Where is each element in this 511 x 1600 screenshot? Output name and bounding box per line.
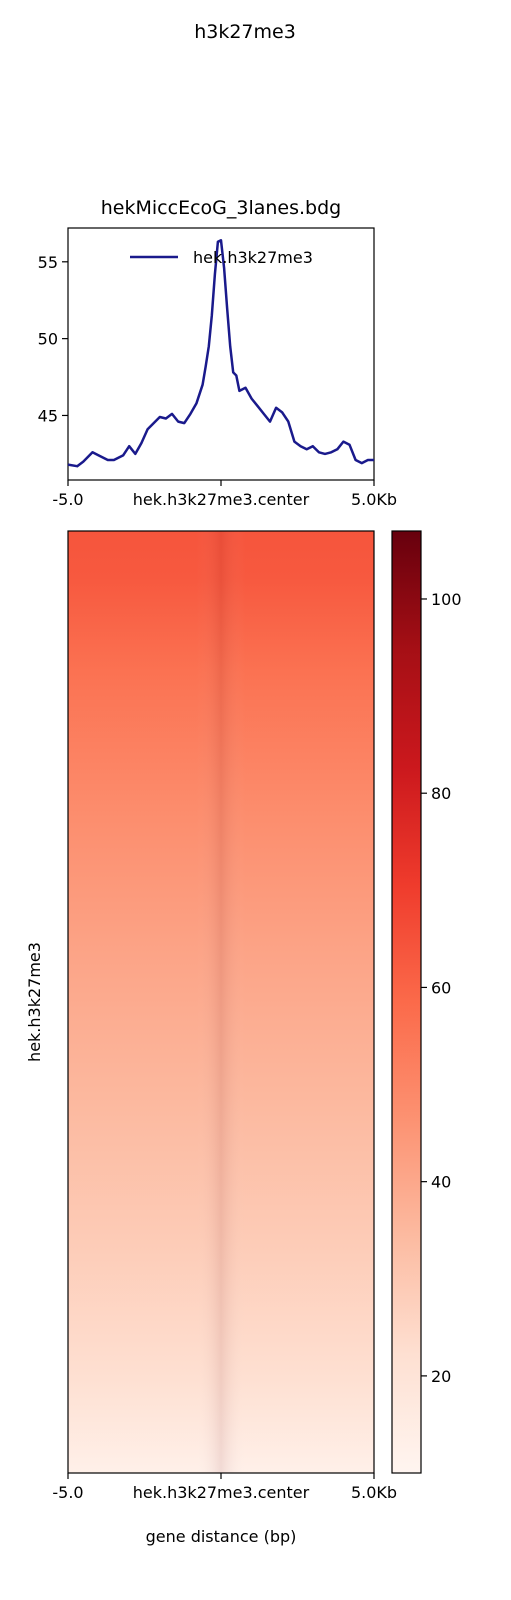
- colorbar-tick-label: 20: [431, 1367, 451, 1386]
- legend-label: hek.h3k27me3: [193, 248, 313, 267]
- colorbar-tick-label: 60: [431, 978, 451, 997]
- colorbar-tick-label: 80: [431, 784, 451, 803]
- heatmap-x-tick-label: -5.0: [52, 1483, 83, 1502]
- profile-title: hekMiccEcoG_3lanes.bdg: [101, 197, 341, 219]
- colorbar-tick-label: 100: [431, 590, 462, 609]
- heatmap-x-axis: -5.0 hek.h3k27me3.center 5.0Kb: [52, 1473, 397, 1502]
- profile-plot: hekMiccEcoG_3lanes.bdg 45 50 55 -5.0 hek.h3…: [38, 197, 397, 509]
- profile-x-tick-label: 5.0Kb: [351, 490, 397, 509]
- figure-title: h3k27me3: [194, 21, 296, 43]
- profile-x-tick-label: -5.0: [52, 490, 83, 509]
- heatmap-x-tick-label: 5.0Kb: [351, 1483, 397, 1502]
- profile-y-tick-label: 45: [38, 406, 58, 425]
- colorbar-gradient: [391, 530, 422, 1474]
- heatmap-xlabel: gene distance (bp): [146, 1527, 297, 1546]
- profile-series-line: [67, 239, 374, 468]
- colorbar-tick-label: 40: [431, 1173, 451, 1192]
- heatmap-plot: -5.0 hek.h3k27me3.center 5.0Kb gene distan…: [25, 530, 397, 1546]
- heatmap-x-tick-label: hek.h3k27me3.center: [133, 1483, 310, 1502]
- profile-x-tick-label: hek.h3k27me3.center: [133, 490, 310, 509]
- profile-y-tick-label: 55: [38, 253, 58, 272]
- profile-x-axis: -5.0 hek.h3k27me3.center 5.0Kb: [52, 480, 397, 509]
- colorbar-axis: 20 40 60 80 100: [421, 590, 462, 1386]
- profile-legend: hek.h3k27me3: [130, 248, 313, 267]
- heatmap-ylabel: hek.h3k27me3: [25, 942, 44, 1062]
- heatmap-center-enrichment: [68, 531, 374, 1473]
- profile-y-axis: 45 50 55: [38, 253, 68, 425]
- colorbar: 20 40 60 80 100: [391, 530, 462, 1474]
- profile-y-tick-label: 50: [38, 330, 58, 349]
